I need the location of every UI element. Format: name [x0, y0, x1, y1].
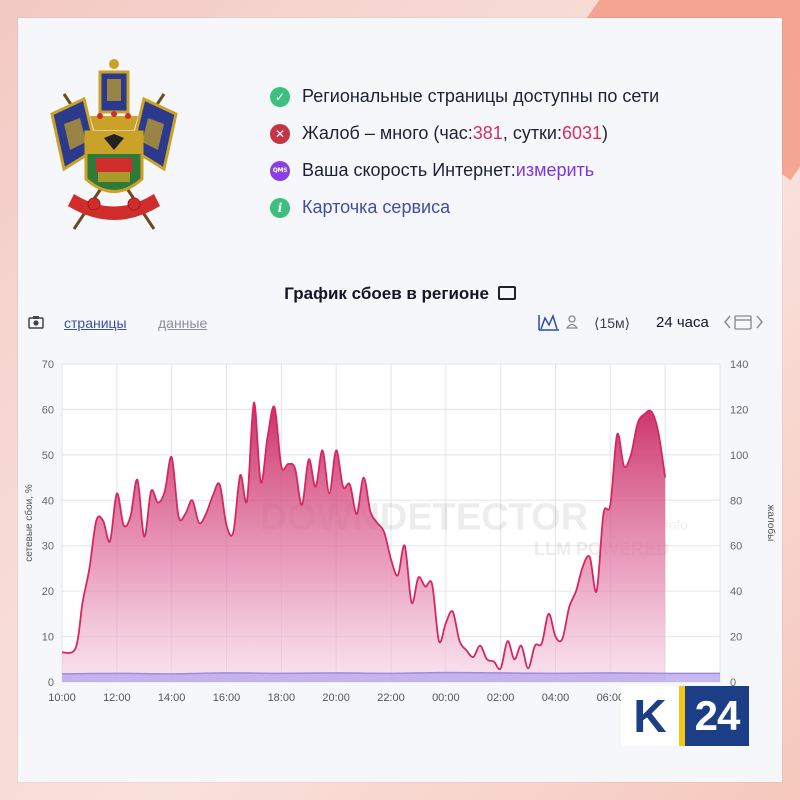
watermark-suffix: .info: [661, 516, 688, 532]
user-icon[interactable]: [565, 313, 579, 331]
check-icon: ✓: [270, 86, 290, 107]
x-tick-label: 12:00: [103, 692, 131, 704]
y-tick-label: 30: [42, 541, 54, 553]
x-tick-label: 04:00: [542, 692, 570, 704]
y-tick-label: 60: [42, 404, 54, 416]
x-tick-label: 22:00: [377, 692, 405, 704]
k24-logo-k: K: [621, 686, 679, 746]
area-chart-toggle-icon[interactable]: [537, 313, 561, 331]
status-availability: ✓ Региональные страницы доступны по сети: [270, 78, 659, 115]
complaints-day-count: 6031: [562, 123, 603, 143]
tab-pages[interactable]: страницы: [64, 315, 127, 331]
x-tick-label: 06:00: [597, 692, 625, 704]
complaints-suffix: ): [602, 123, 609, 143]
range-selector[interactable]: 24 часа: [656, 314, 709, 331]
y2-axis-label: жалобы: [765, 505, 777, 542]
network-failures-line: [61, 671, 721, 675]
availability-text: Региональные страницы доступны по сети: [302, 86, 660, 106]
network-failures-area: [62, 672, 720, 682]
status-speed: QMS Ваша скорость Интернет: измерить: [270, 152, 659, 189]
x-tick-label: 16:00: [213, 692, 241, 704]
x-tick-label: 14:00: [158, 692, 186, 704]
y2-tick-label: 0: [730, 677, 736, 689]
chart-title: График сбоев в регионе: [18, 284, 782, 304]
k24-logo-number: 24: [694, 692, 741, 739]
y2-tick-label: 60: [730, 541, 742, 553]
chart-title-text: График сбоев в регионе: [284, 284, 490, 303]
tab-data[interactable]: данные: [158, 315, 208, 331]
y-tick-label: 10: [42, 632, 54, 644]
x-tick-label: 18:00: [268, 692, 296, 704]
camera-icon[interactable]: [28, 314, 44, 330]
chart-toolbar: страницы данные ⟨15м⟩ 24 часа: [28, 313, 768, 333]
y-tick-label: 0: [48, 677, 54, 689]
chart-series: [61, 401, 721, 682]
cross-icon: ✕: [270, 123, 290, 144]
complaints-area: [62, 402, 666, 682]
calendar-nav-icon[interactable]: [724, 313, 764, 331]
status-list: ✓ Региональные страницы доступны по сети…: [270, 78, 659, 226]
y2-tick-label: 20: [730, 632, 742, 644]
content-card: ✓ Региональные страницы доступны по сети…: [18, 18, 782, 782]
complaints-mid: , сутки:: [502, 123, 562, 143]
measure-speed-link[interactable]: измерить: [515, 160, 595, 180]
x-tick-label: 20:00: [322, 692, 350, 704]
status-service-card: i Карточка сервиса: [270, 189, 659, 226]
complaints-line: [61, 401, 667, 671]
y2-tick-label: 100: [730, 450, 748, 462]
y-axis-label: сетевые сбои, %: [23, 484, 35, 562]
y-tick-label: 20: [42, 586, 54, 598]
k24-logo: K 24: [621, 686, 749, 746]
interval-selector[interactable]: ⟨15м⟩: [594, 315, 631, 331]
service-card-link[interactable]: Карточка сервиса: [302, 197, 451, 217]
complaints-hour-count: 381: [472, 123, 503, 143]
y2-tick-label: 140: [730, 359, 748, 371]
y-tick-label: 70: [42, 359, 54, 371]
info-icon: i: [270, 197, 290, 218]
status-complaints: ✕ Жалоб – много (час: 381, сутки: 6031): [270, 115, 659, 152]
y2-tick-label: 120: [730, 404, 748, 416]
x-tick-label: 10:00: [48, 692, 76, 704]
qms-icon: QMS: [270, 160, 290, 181]
x-tick-label: 02:00: [487, 692, 515, 704]
monitor-icon: [497, 286, 516, 300]
y-tick-label: 50: [42, 450, 54, 462]
coat-of-arms-emblem: [50, 59, 178, 230]
y2-tick-label: 80: [730, 495, 742, 507]
y2-tick-label: 40: [730, 586, 742, 598]
x-tick-label: 00:00: [432, 692, 460, 704]
complaints-prefix: Жалоб – много (час:: [302, 123, 473, 143]
speed-text: Ваша скорость Интернет:: [302, 160, 516, 180]
y-tick-label: 40: [42, 495, 54, 507]
